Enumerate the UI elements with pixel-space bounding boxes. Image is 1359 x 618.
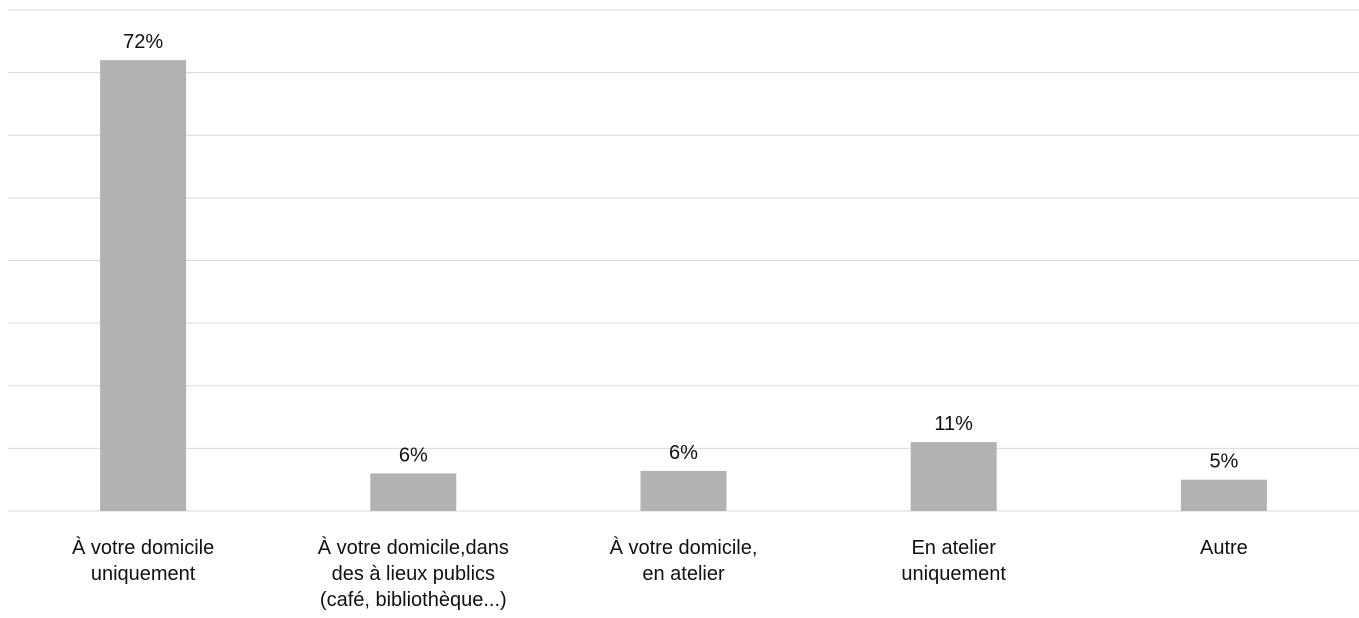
x-tick-label: À votre domicile,dans des à lieux public… [317, 537, 509, 611]
x-tick-label: À votre domicile uniquement [71, 537, 215, 585]
bar [370, 473, 457, 511]
bar [100, 60, 187, 511]
data-label: 6% [669, 442, 698, 464]
bar [640, 470, 727, 511]
data-label: 11% [934, 413, 973, 435]
data-label: 6% [399, 444, 428, 466]
data-label: 5% [1209, 451, 1238, 473]
x-tick-label: Autre [1199, 537, 1248, 559]
bar [910, 442, 997, 511]
x-tick-label: À votre domicile, en atelier [609, 537, 758, 585]
data-label: 72% [123, 31, 163, 53]
bar [1180, 479, 1267, 511]
x-tick-label: En atelier uniquement [901, 537, 1006, 585]
